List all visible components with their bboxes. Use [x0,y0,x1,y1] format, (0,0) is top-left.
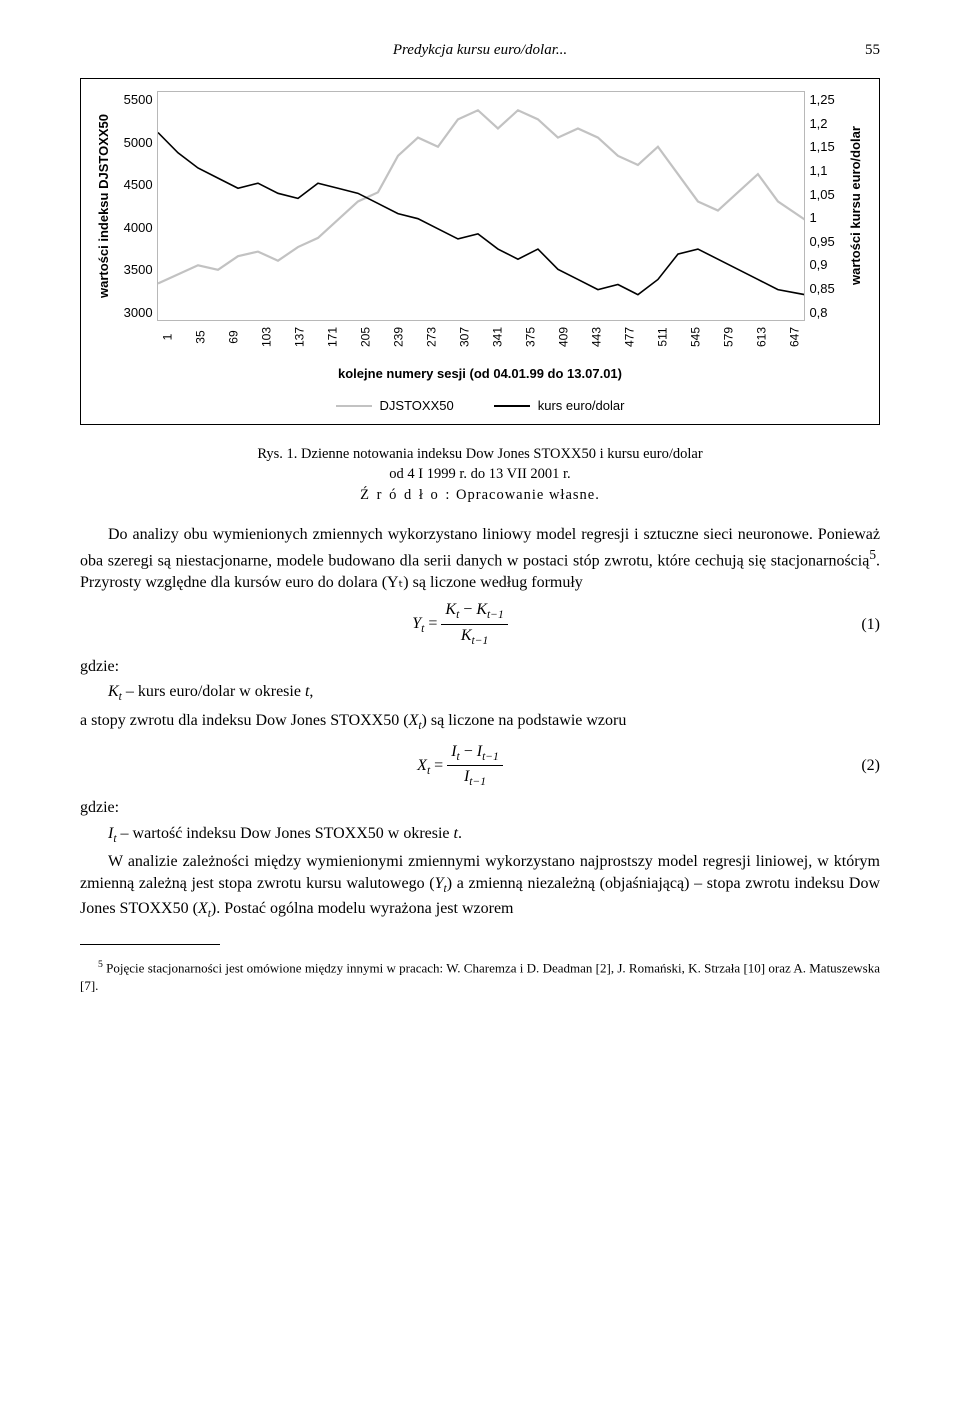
running-title: Predykcja kursu euro/dolar... [393,42,567,58]
x-tick: 647 [783,321,807,354]
x-tick: 171 [321,321,345,354]
legend-swatch [494,405,530,407]
legend-item: kurs euro/dolar [494,397,625,415]
x-tick: 307 [453,321,477,354]
legend-swatch [336,405,372,407]
footnote-rule [80,944,220,945]
k-definition: Kt – kurs euro/dolar w okresie t, [80,681,880,706]
x-tick: 375 [519,321,543,354]
x-tick: 341 [486,321,510,354]
x-tick: 69 [222,321,246,354]
body-para-2: a stopy zwrotu dla indeksu Dow Jones STO… [80,710,880,735]
y-right-tick: 1,2 [809,115,827,133]
y-right-tick: 0,85 [809,280,834,298]
body-para-3: W analizie zależności między wymienionym… [80,851,880,922]
figure-source: Ź r ó d ł o : Opracowanie własne. [80,486,880,506]
figure-caption-line2: od 4 I 1999 r. do 13 VII 2001 r. [389,466,570,482]
figure-caption-line1: Rys. 1. Dzienne notowania indeksu Dow Jo… [257,446,702,462]
x-ticks: 1356910313717120523927330734137540944347… [151,325,811,349]
y-right-tick: 0,8 [809,304,827,322]
x-tick: 103 [255,321,279,354]
y-right-tick: 0,9 [809,256,827,274]
y-left-tick: 5000 [124,134,153,152]
legend-label: kurs euro/dolar [538,397,625,415]
y-right-tick: 1,1 [809,162,827,180]
equation-1-number: (1) [840,614,880,636]
y-right-tick: 1 [809,209,816,227]
y-left-tick: 3500 [124,261,153,279]
x-tick: 137 [288,321,312,354]
y-left-axis-label: wartości indeksu DJSTOXX50 [95,91,113,321]
y-right-tick: 1,05 [809,186,834,204]
x-tick: 545 [684,321,708,354]
page-number: 55 [865,40,880,60]
series-kurs euro/dolar [158,133,805,295]
chart-area: wartości indeksu DJSTOXX50 5500 5000 4500 4… [95,91,865,321]
y-right-axis-label: wartości kursu euro/dolar [847,91,865,321]
equation-1-body: Yt = Kt − Kt−1 Kt−1 [80,599,840,649]
y-left-tick: 3000 [124,304,153,322]
chart-container: wartości indeksu DJSTOXX50 5500 5000 4500 4… [80,78,880,425]
y-left-tick: 5500 [124,91,153,109]
x-tick: 443 [585,321,609,354]
x-tick: 273 [420,321,444,354]
legend-label: DJSTOXX50 [380,397,454,415]
x-tick: 409 [552,321,576,354]
source-text: Opracowanie własne. [456,487,600,503]
y-right-tick: 1,25 [809,91,834,109]
equation-1: Yt = Kt − Kt−1 Kt−1 (1) [80,599,880,649]
source-label: Ź r ó d ł o : [360,487,451,503]
chart-legend: DJSTOXX50 kurs euro/dolar [95,397,865,415]
x-tick: 613 [750,321,774,354]
where-label-1: gdzie: [80,656,880,678]
y-left-tick: 4500 [124,176,153,194]
y-right-ticks: 1,25 1,2 1,15 1,1 1,05 1 0,95 0,9 0,85 0,8 [805,91,845,321]
plot-svg [158,92,805,320]
plot-area [157,91,806,321]
legend-item: DJSTOXX50 [336,397,454,415]
series-DJSTOXX50 [158,110,805,283]
i-definition: It – wartość indeksu Dow Jones STOXX50 w… [80,823,880,848]
footnote-text: Pojęcie stacjonarności jest omówione mię… [80,961,880,994]
y-left-tick: 4000 [124,219,153,237]
footnote-5: 5 Pojęcie stacjonarności jest omówione m… [80,958,880,994]
equation-2-body: Xt = It − It−1 It−1 [80,741,840,791]
equation-2: Xt = It − It−1 It−1 (2) [80,741,880,791]
running-header: Predykcja kursu euro/dolar... 55 [80,40,880,60]
x-tick: 205 [354,321,378,354]
y-right-tick: 0,95 [809,233,834,251]
x-tick: 511 [651,321,675,354]
x-axis-label: kolejne numery sesji (od 04.01.99 do 13.… [95,365,865,383]
x-tick: 35 [189,321,213,354]
x-tick: 239 [387,321,411,354]
x-tick: 579 [717,321,741,354]
x-tick: 477 [618,321,642,354]
footnote-mark-inline: 5 [869,547,876,562]
equation-2-number: (2) [840,755,880,777]
y-right-tick: 1,15 [809,138,834,156]
x-tick: 1 [156,321,180,354]
y-left-ticks: 5500 5000 4500 4000 3500 3000 [115,91,157,321]
body-para-1: Do analizy obu wymienionych zmiennych wy… [80,524,880,593]
where-label-2: gdzie: [80,797,880,819]
figure-caption: Rys. 1. Dzienne notowania indeksu Dow Jo… [80,445,880,484]
